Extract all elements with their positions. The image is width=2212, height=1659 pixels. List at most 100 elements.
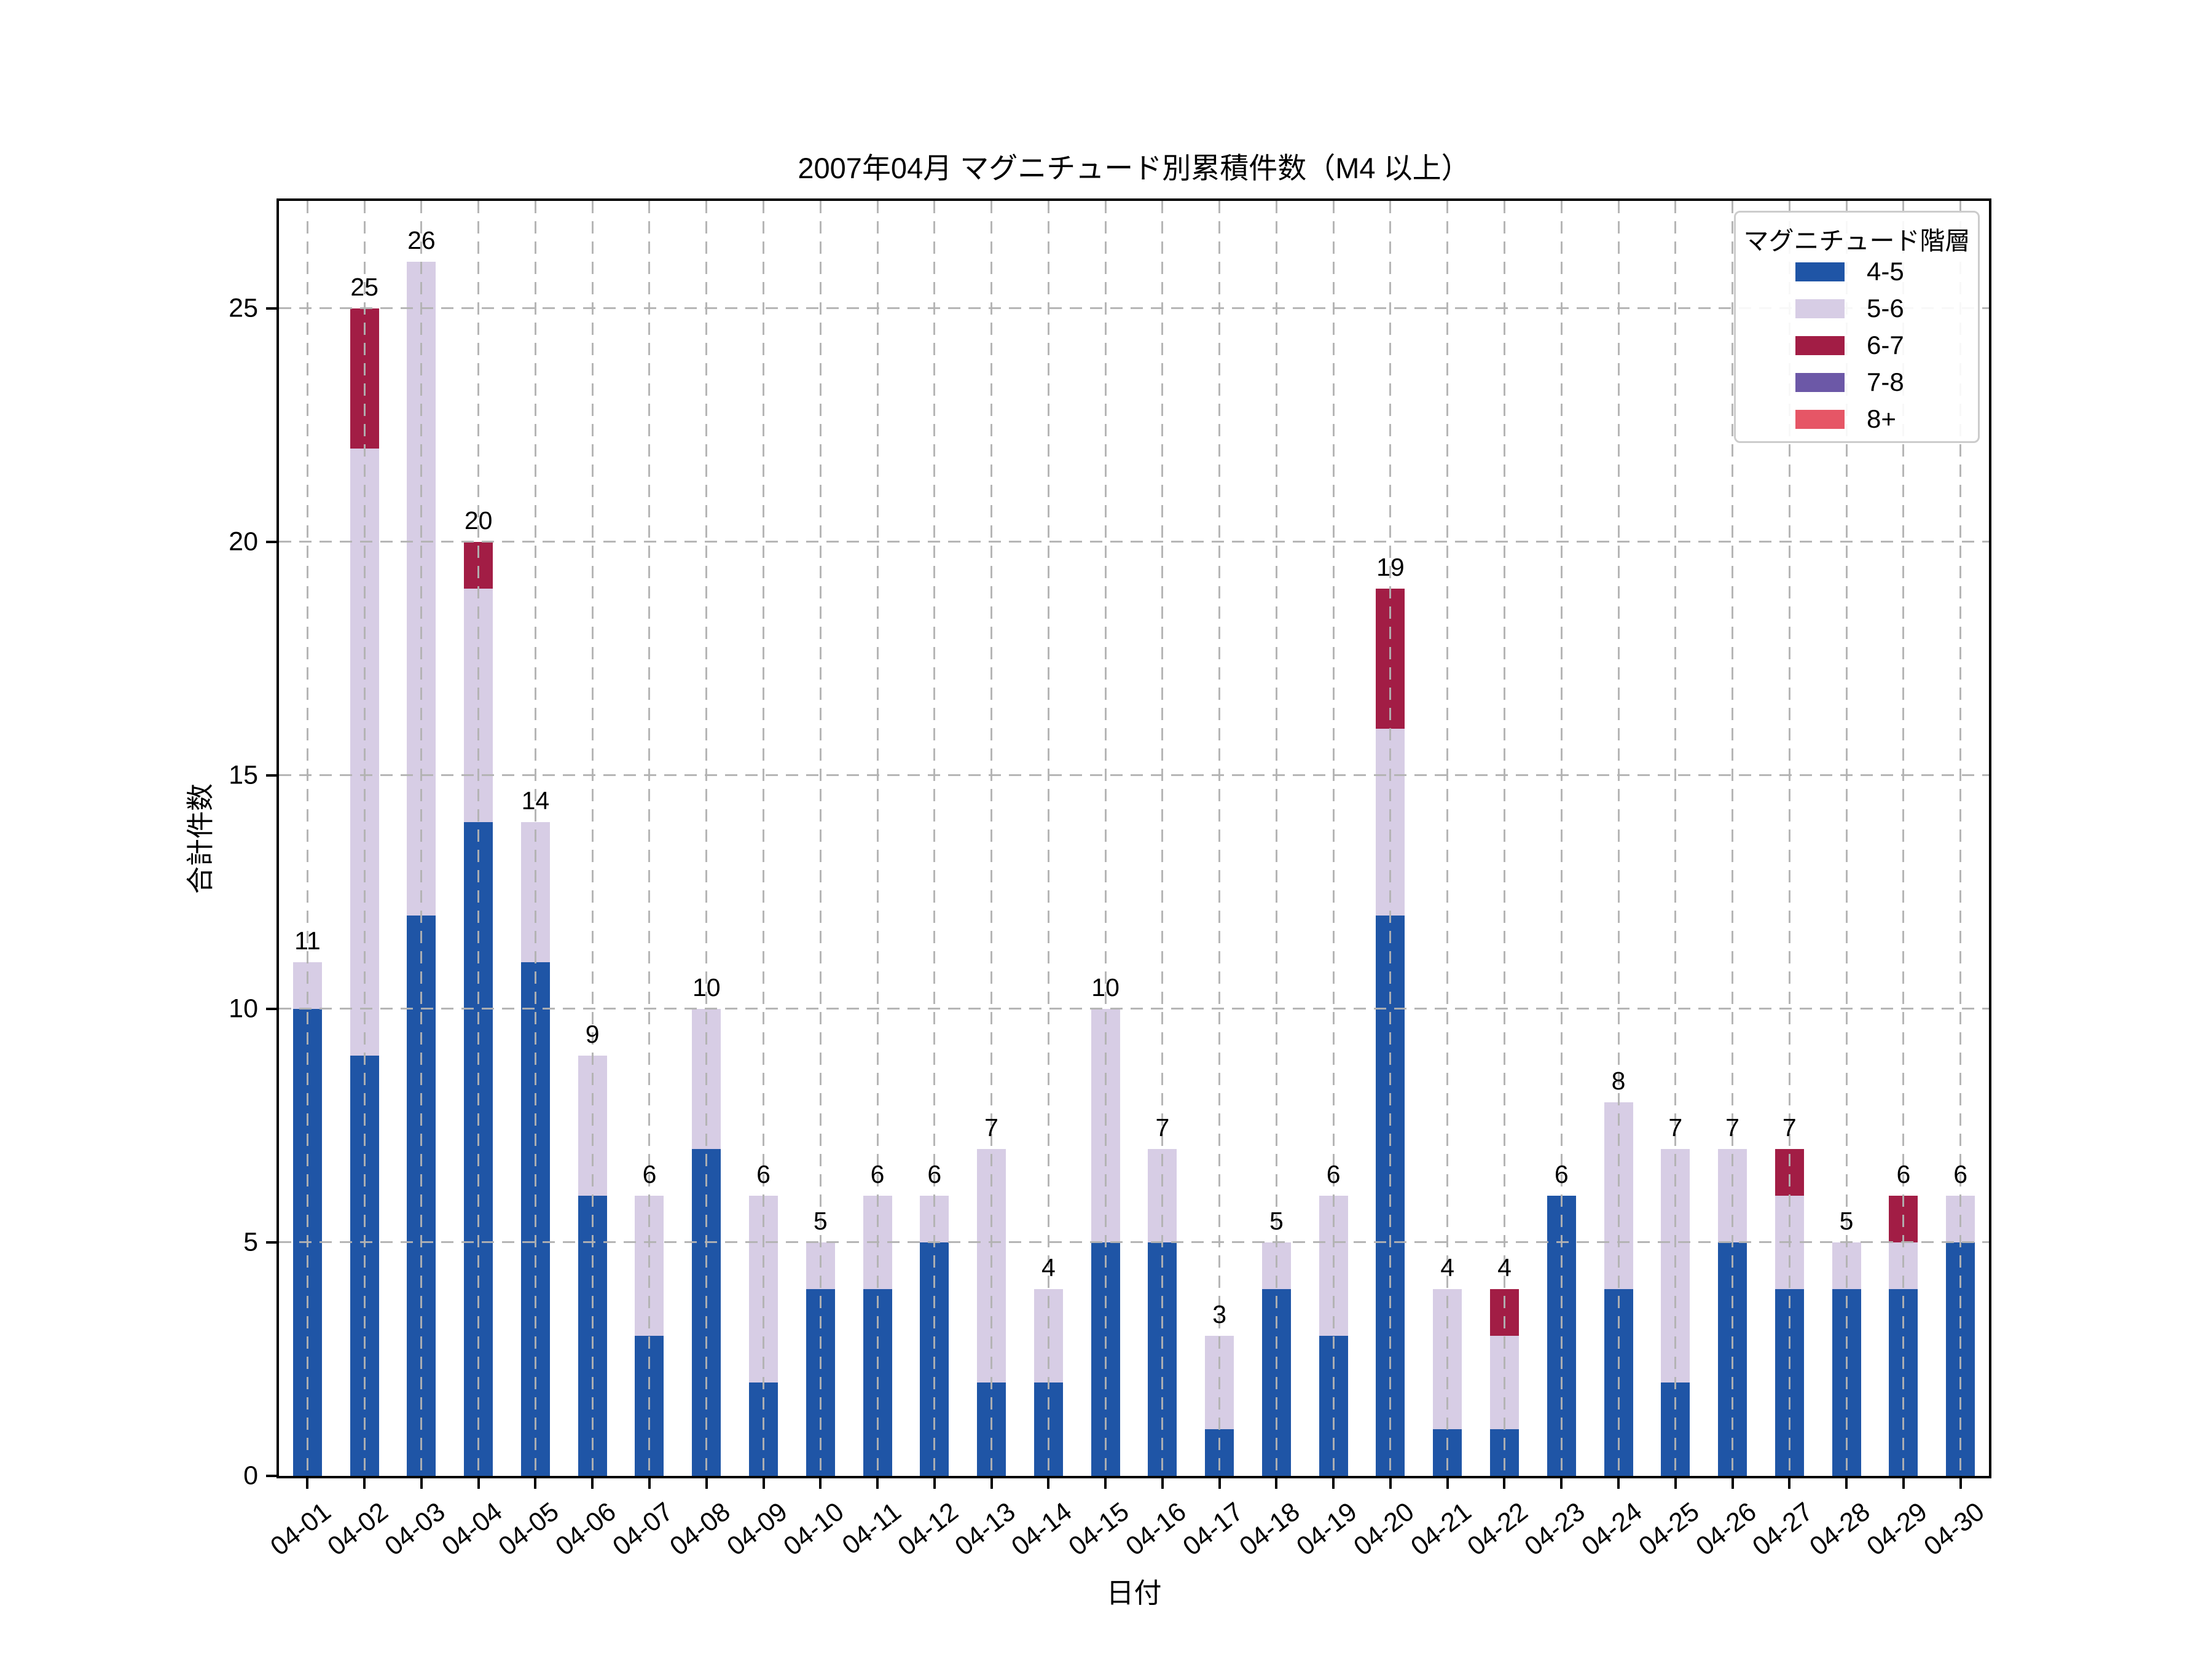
legend-item-5-6: 5-6 — [1736, 294, 1978, 331]
y-gridline — [279, 1241, 1989, 1244]
legend-swatch-7-8 — [1795, 372, 1845, 392]
x-gridline — [990, 201, 993, 1476]
x-tick-mark — [1788, 1478, 1791, 1489]
x-tick-mark — [876, 1478, 879, 1489]
bar-total-label: 9 — [585, 1019, 600, 1048]
x-gridline — [1104, 201, 1107, 1476]
y-tick-label: 0 — [243, 1461, 258, 1491]
y-axis-label: 合計件数 — [184, 783, 216, 895]
bar-total-label: 6 — [1554, 1159, 1569, 1188]
bar-total-label: 6 — [1896, 1159, 1911, 1188]
bar-total-label: 11 — [294, 926, 321, 955]
bar-total-label: 14 — [521, 786, 550, 815]
x-tick-mark — [1104, 1478, 1107, 1489]
bar-total-label: 4 — [1497, 1253, 1512, 1282]
x-gridline — [819, 201, 822, 1476]
x-tick-mark — [1731, 1478, 1734, 1489]
x-tick-mark — [1047, 1478, 1050, 1489]
y-tick-label: 15 — [229, 760, 258, 790]
x-tick-mark — [1332, 1478, 1335, 1489]
x-tick-mark — [1389, 1478, 1392, 1489]
bar-total-label: 4 — [1440, 1253, 1455, 1282]
x-tick-mark — [933, 1478, 936, 1489]
bar-total-label: 26 — [407, 226, 436, 254]
x-gridline — [1389, 201, 1392, 1476]
legend-swatch-4-5 — [1795, 262, 1845, 281]
y-tick-label: 10 — [229, 994, 258, 1024]
x-gridline — [420, 201, 423, 1476]
x-tick-mark — [648, 1478, 651, 1489]
legend-label: 8+ — [1867, 404, 1896, 433]
bar-total-label: 6 — [870, 1159, 885, 1188]
bar-total-label: 7 — [1725, 1113, 1739, 1142]
x-tick-mark — [1218, 1478, 1221, 1489]
bar-total-label: 7 — [1155, 1113, 1170, 1142]
x-tick-mark — [1902, 1478, 1905, 1489]
x-tick-mark — [534, 1478, 537, 1489]
chart-title: 2007年04月 マグニチュード別累積件数（M4 以上） — [798, 152, 1470, 184]
x-tick-mark — [990, 1478, 993, 1489]
x-tick-mark — [1446, 1478, 1449, 1489]
x-tick-mark — [1845, 1478, 1848, 1489]
bar-total-label: 5 — [1269, 1206, 1284, 1235]
plot-area: 11 25 26 20 14 9 6 10 6 5 6 6 7 4 10 7 3 5 6 19 4 4 6 8 7 7 7 5 6 6 マ… — [276, 198, 1991, 1478]
x-gridline — [1617, 201, 1620, 1476]
x-gridline — [363, 201, 366, 1476]
x-gridline — [1845, 201, 1848, 1476]
x-gridline — [876, 201, 879, 1476]
bar-total-label: 6 — [756, 1159, 771, 1188]
legend-swatch-8+ — [1795, 409, 1845, 429]
x-tick-mark — [1674, 1478, 1677, 1489]
x-gridline — [1275, 201, 1277, 1476]
legend: マグニチュード階層 4-5 5-6 6-7 7-8 8+ — [1734, 211, 1980, 443]
bar-total-label: 8 — [1611, 1066, 1626, 1095]
x-tick-mark — [819, 1478, 822, 1489]
bar-total-label: 6 — [1326, 1159, 1341, 1188]
y-tick-mark — [266, 1475, 276, 1477]
y-tick-label: 5 — [243, 1227, 258, 1257]
x-tick-mark — [1617, 1478, 1620, 1489]
y-tick-mark — [266, 1241, 276, 1244]
legend-item-6-7: 6-7 — [1736, 331, 1978, 367]
y-tick-mark — [266, 307, 276, 310]
x-gridline — [705, 201, 708, 1476]
bar-total-label: 10 — [692, 973, 721, 1002]
y-gridline — [279, 541, 1989, 543]
legend-label: 6-7 — [1867, 331, 1904, 359]
bar-total-label: 7 — [984, 1113, 998, 1142]
x-gridline — [477, 201, 480, 1476]
bar-total-label: 6 — [927, 1159, 942, 1188]
y-tick-mark — [266, 774, 276, 777]
legend-item-8+: 8+ — [1736, 404, 1978, 441]
legend-label: 5-6 — [1867, 294, 1904, 323]
x-tick-mark — [1161, 1478, 1164, 1489]
x-gridline — [1959, 201, 1962, 1476]
bar-total-label: 20 — [464, 506, 493, 535]
x-gridline — [1788, 201, 1790, 1476]
x-gridline — [1503, 201, 1505, 1476]
x-gridline — [1902, 201, 1905, 1476]
x-gridline — [1732, 201, 1734, 1476]
x-tick-mark — [1275, 1478, 1278, 1489]
x-gridline — [763, 201, 765, 1476]
y-gridline — [279, 774, 1989, 777]
x-tick-mark — [420, 1478, 423, 1489]
x-gridline — [648, 201, 651, 1476]
x-gridline — [1674, 201, 1677, 1476]
x-gridline — [1218, 201, 1221, 1476]
x-tick-mark — [477, 1478, 480, 1489]
x-gridline — [1332, 201, 1335, 1476]
x-gridline — [1560, 201, 1563, 1476]
x-axis-label: 日付 — [1106, 1577, 1162, 1609]
x-tick-mark — [591, 1478, 594, 1489]
y-tick-label: 25 — [229, 293, 258, 323]
legend-label: 7-8 — [1867, 367, 1904, 396]
bar-total-label: 6 — [642, 1159, 657, 1188]
x-gridline — [591, 201, 594, 1476]
x-tick-mark — [705, 1478, 708, 1489]
legend-item-7-8: 7-8 — [1736, 367, 1978, 404]
bar-total-label: 25 — [350, 272, 378, 301]
y-gridline — [279, 1008, 1989, 1010]
x-gridline — [1047, 201, 1049, 1476]
legend-title: マグニチュード階層 — [1743, 227, 1971, 255]
